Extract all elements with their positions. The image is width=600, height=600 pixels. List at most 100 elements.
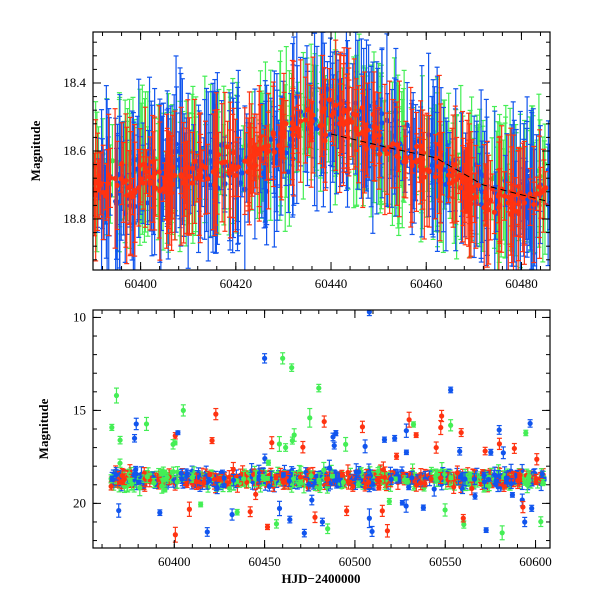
data-point-red <box>256 146 262 152</box>
data-point-red <box>537 191 543 197</box>
data-point-red <box>333 102 339 108</box>
data-point-red <box>384 151 390 157</box>
data-point-red <box>432 174 438 180</box>
x-tick-label: 60480 <box>505 276 538 291</box>
top-panel-data <box>93 32 550 270</box>
data-point-red <box>501 193 508 199</box>
data-point-red <box>491 209 497 215</box>
data-point-red <box>326 97 332 103</box>
data-point-red <box>178 173 184 179</box>
top-panel-ylabel: Magnitude <box>28 120 43 181</box>
data-point-red <box>341 109 347 115</box>
data-point-red <box>248 154 254 160</box>
data-point-red <box>140 180 146 186</box>
data-point-blue <box>268 136 274 142</box>
data-point-red <box>232 172 239 179</box>
data-point-red <box>497 202 503 208</box>
data-point-red <box>372 133 378 139</box>
data-point-blue <box>287 143 294 149</box>
data-point-blue <box>239 170 245 176</box>
data-point-red <box>450 178 456 184</box>
y-tick-label: 18.6 <box>63 143 86 158</box>
data-point-red <box>289 126 295 132</box>
data-point-red <box>105 181 111 187</box>
data-point-red <box>147 179 153 185</box>
data-point-blue <box>236 158 242 164</box>
data-point-red <box>356 131 362 137</box>
data-point-red <box>242 158 248 164</box>
data-point-red <box>322 138 328 144</box>
data-point-red <box>345 135 351 141</box>
data-point-red <box>305 107 311 113</box>
data-point-red <box>363 146 369 152</box>
bottom-panel-data <box>108 310 547 543</box>
data-point-red <box>394 153 400 159</box>
data-point-red <box>98 180 104 187</box>
data-point-red <box>205 176 211 182</box>
data-point-red <box>124 192 130 199</box>
data-point-green <box>226 485 233 491</box>
data-point-red <box>321 106 327 112</box>
data-point-red <box>337 121 343 127</box>
data-point-red <box>271 149 277 155</box>
data-point-blue <box>428 148 434 154</box>
x-tick-label: 60440 <box>315 276 348 291</box>
data-point-red <box>128 190 134 196</box>
top-panel: 60400 60420 60440 60460 60480 18.4 18.6 18.8 Ma… <box>28 31 551 291</box>
data-point-red <box>475 182 481 188</box>
data-point-red <box>192 158 198 164</box>
data-point-blue <box>145 200 151 206</box>
data-point-red <box>183 165 189 171</box>
data-point-blue <box>160 157 167 163</box>
data-point-blue <box>207 149 213 155</box>
data-point-red <box>118 176 124 182</box>
data-point-red <box>531 201 537 208</box>
data-point-red <box>462 190 468 196</box>
data-point-red <box>521 200 527 206</box>
data-point-red <box>360 129 366 135</box>
data-point-red <box>235 164 241 170</box>
data-point-red <box>212 170 218 176</box>
data-point-red <box>377 151 383 157</box>
data-point-red <box>298 118 304 124</box>
x-tick-label: 60420 <box>220 276 253 291</box>
data-point-red <box>186 173 193 180</box>
data-point-red <box>540 188 547 194</box>
data-point-red <box>265 143 271 149</box>
data-point-red <box>473 194 479 200</box>
data-point-red <box>112 175 118 182</box>
data-point-blue <box>393 109 399 115</box>
data-point-red <box>438 160 444 167</box>
x-tick-label: 60400 <box>124 276 157 291</box>
data-point-red <box>107 175 114 181</box>
data-point-red <box>424 167 430 173</box>
data-point-red <box>302 117 309 123</box>
data-point-red <box>270 131 276 137</box>
data-point-red <box>337 115 344 121</box>
data-point-red <box>150 174 156 180</box>
data-point-red <box>343 119 350 126</box>
data-point-red <box>319 122 325 129</box>
data-point-red <box>123 177 129 184</box>
data-point-red <box>330 109 337 116</box>
trend-line <box>330 133 550 203</box>
data-point-red <box>114 182 120 189</box>
data-point-red <box>508 197 515 203</box>
data-point-red <box>414 143 420 150</box>
data-point-red <box>309 118 315 124</box>
top-panel-ticks: 60400 60420 60440 60460 60480 18.4 18.6 18.8 <box>63 32 550 291</box>
data-point-red <box>464 176 470 183</box>
data-point-red <box>459 174 466 180</box>
data-point-red <box>170 181 176 187</box>
data-point-red <box>390 141 396 147</box>
data-point-red <box>136 185 142 191</box>
data-point-red <box>182 176 188 182</box>
data-point-red <box>189 165 196 171</box>
data-point-red <box>153 185 159 191</box>
y-tick-label: 18.8 <box>63 211 86 226</box>
data-point-red <box>516 190 522 197</box>
data-point-red <box>483 192 489 199</box>
data-point-red <box>408 154 414 160</box>
